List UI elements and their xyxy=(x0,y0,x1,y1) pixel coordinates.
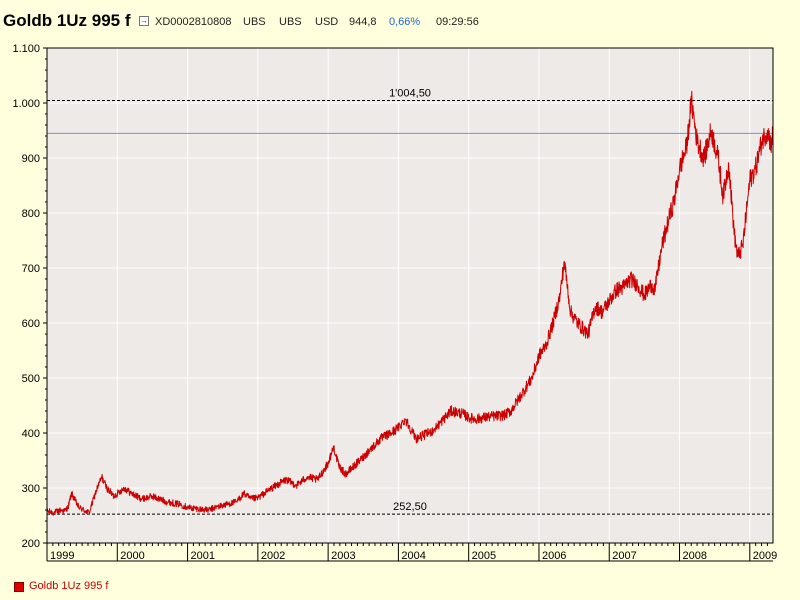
reference-label-max: 1'004,50 xyxy=(389,88,431,100)
x-tick-label: 2008 xyxy=(683,550,707,562)
page-title: Goldb 1Uz 995 f xyxy=(3,11,131,30)
last-price: 944,8 xyxy=(349,16,377,28)
y-axis: 200 300 400 500 600 700 800 900 1.000 1.100 xyxy=(12,43,48,561)
x-tick-label: 2000 xyxy=(120,550,144,562)
x-tick-label: 2003 xyxy=(331,550,355,562)
y-tick-label: 800 xyxy=(22,208,40,220)
y-tick-label: 400 xyxy=(22,428,40,440)
exchange-name: UBS xyxy=(243,16,266,28)
y-tick-label: 300 xyxy=(22,483,40,495)
source-name: UBS xyxy=(279,16,302,28)
y-tick-label: 200 xyxy=(22,538,40,550)
x-tick-label: 2006 xyxy=(542,550,566,562)
external-link-icon[interactable]: → xyxy=(139,16,149,26)
header: Goldb 1Uz 995 f → XD0002810808 UBS UBS U… xyxy=(0,0,800,44)
y-tick-label: 500 xyxy=(22,373,40,385)
x-tick-label: 2001 xyxy=(191,550,215,562)
y-tick-label: 1.000 xyxy=(12,98,40,110)
quote-time: 09:29:56 xyxy=(436,16,479,28)
currency: USD xyxy=(315,16,339,28)
x-tick-label: 2009 xyxy=(753,550,777,562)
y-tick-label: 900 xyxy=(22,153,40,165)
legend-swatch xyxy=(14,582,24,592)
y-tick-label: 700 xyxy=(22,263,40,275)
x-tick-label: 2007 xyxy=(612,550,636,562)
plot-area xyxy=(47,48,773,543)
x-tick-label: 1999 xyxy=(50,550,74,562)
x-tick-label: 2005 xyxy=(472,550,496,562)
x-tick-label: 2002 xyxy=(261,550,285,562)
reference-label-min: 252,50 xyxy=(393,501,427,513)
legend-label: Goldb 1Uz 995 f xyxy=(29,580,109,592)
series-layer xyxy=(46,90,774,516)
plot-border xyxy=(46,47,774,544)
x-axis: 1999 2000 2001 2002 2003 2004 2005 2006 2007 2008… xyxy=(46,543,777,562)
series-max-point xyxy=(690,99,693,102)
change-percent: 0,66% xyxy=(389,16,421,28)
reference-lines: 1'004,50 252,50 xyxy=(47,88,773,515)
series-line xyxy=(46,90,774,516)
y-tick-label: 1.100 xyxy=(12,43,40,55)
isin-code: XD0002810808 xyxy=(155,16,232,28)
y-tick-label: 600 xyxy=(22,318,40,330)
x-tick-label: 2004 xyxy=(401,550,425,562)
